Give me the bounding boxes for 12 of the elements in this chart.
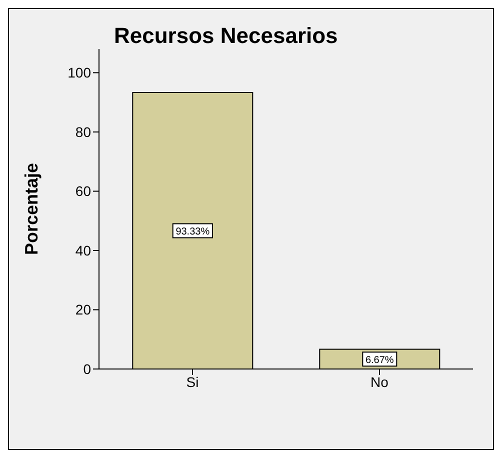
y-tick-label: 80 bbox=[75, 124, 92, 140]
x-tick-label: No bbox=[370, 374, 389, 390]
y-tick-label: 100 bbox=[68, 64, 92, 81]
y-tick-label: 0 bbox=[83, 360, 92, 377]
x-tick-label: Si bbox=[186, 374, 199, 390]
y-tick-label: 60 bbox=[75, 183, 92, 200]
y-tick-label: 20 bbox=[75, 302, 92, 318]
y-axis-title: Porcentaje bbox=[21, 162, 42, 256]
data-label: 93.33% bbox=[176, 226, 210, 238]
data-label: 6.67% bbox=[365, 355, 394, 366]
y-tick-label: 40 bbox=[75, 242, 92, 258]
chart-title: Recursos Necesarios bbox=[114, 23, 338, 49]
